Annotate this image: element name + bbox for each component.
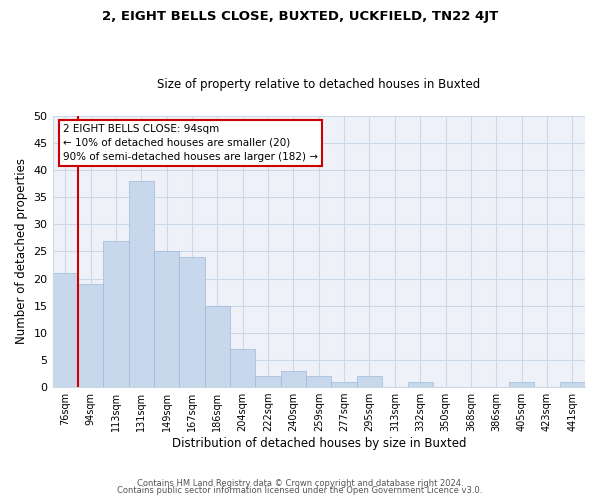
Bar: [179, 257, 205, 387]
Y-axis label: Number of detached properties: Number of detached properties: [15, 158, 28, 344]
Bar: [407, 382, 433, 387]
Bar: [357, 376, 382, 387]
Bar: [331, 382, 357, 387]
Bar: [205, 306, 230, 387]
Bar: [53, 273, 78, 387]
Bar: [281, 371, 306, 387]
Title: Size of property relative to detached houses in Buxted: Size of property relative to detached ho…: [157, 78, 481, 91]
Bar: [306, 376, 331, 387]
Bar: [256, 376, 281, 387]
Text: 2 EIGHT BELLS CLOSE: 94sqm
← 10% of detached houses are smaller (20)
90% of semi: 2 EIGHT BELLS CLOSE: 94sqm ← 10% of deta…: [63, 124, 318, 162]
X-axis label: Distribution of detached houses by size in Buxted: Distribution of detached houses by size …: [172, 437, 466, 450]
Bar: [560, 382, 585, 387]
Bar: [509, 382, 534, 387]
Text: Contains public sector information licensed under the Open Government Licence v3: Contains public sector information licen…: [118, 486, 482, 495]
Text: Contains HM Land Registry data © Crown copyright and database right 2024.: Contains HM Land Registry data © Crown c…: [137, 478, 463, 488]
Bar: [103, 240, 128, 387]
Bar: [154, 252, 179, 387]
Bar: [128, 181, 154, 387]
Text: 2, EIGHT BELLS CLOSE, BUXTED, UCKFIELD, TN22 4JT: 2, EIGHT BELLS CLOSE, BUXTED, UCKFIELD, …: [102, 10, 498, 23]
Bar: [230, 349, 256, 387]
Bar: [78, 284, 103, 387]
